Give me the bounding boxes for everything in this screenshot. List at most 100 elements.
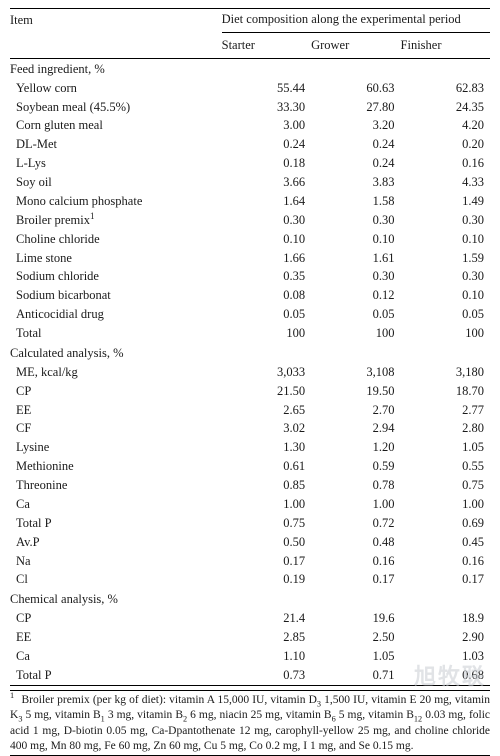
cell-value: 2.90 xyxy=(401,628,490,647)
row-label: EE xyxy=(10,628,222,647)
table-row: Total P0.730.710.68 xyxy=(10,666,490,685)
cell-value: 0.20 xyxy=(401,135,490,154)
cell-value: 0.24 xyxy=(311,154,400,173)
cell-value: 21.50 xyxy=(222,382,311,401)
cell-value: 0.61 xyxy=(222,457,311,476)
cell-value: 0.48 xyxy=(311,533,400,552)
table-row: CP21.5019.5018.70 xyxy=(10,382,490,401)
cell-value: 0.24 xyxy=(222,135,311,154)
cell-value: 27.80 xyxy=(311,98,400,117)
row-label: CF xyxy=(10,419,222,438)
row-label: L-Lys xyxy=(10,154,222,173)
row-label: EE xyxy=(10,401,222,420)
row-label: Ca xyxy=(10,647,222,666)
cell-value: 2.85 xyxy=(222,628,311,647)
row-label: Cl xyxy=(10,570,222,589)
cell-value: 3,108 xyxy=(311,363,400,382)
cell-value: 0.68 xyxy=(401,666,490,685)
head-item: Item xyxy=(10,9,222,33)
cell-value: 0.69 xyxy=(401,514,490,533)
cell-value: 0.85 xyxy=(222,476,311,495)
cell-value: 100 xyxy=(401,324,490,343)
row-label: Threonine xyxy=(10,476,222,495)
cell-value: 1.30 xyxy=(222,438,311,457)
table-row: Sodium bicarbonat0.080.120.10 xyxy=(10,286,490,305)
cell-value: 1.49 xyxy=(401,192,490,211)
cell-value: 0.30 xyxy=(311,211,400,230)
row-label: Choline chloride xyxy=(10,230,222,249)
cell-value: 18.9 xyxy=(401,609,490,628)
cell-value: 0.10 xyxy=(311,230,400,249)
table-row: Total100100100 xyxy=(10,324,490,343)
cell-value: 0.30 xyxy=(311,267,400,286)
cell-value: 0.24 xyxy=(311,135,400,154)
cell-value: 4.20 xyxy=(401,116,490,135)
cell-value: 0.19 xyxy=(222,570,311,589)
row-label: Soy oil xyxy=(10,173,222,192)
table-row: Broiler premix10.300.300.30 xyxy=(10,211,490,230)
cell-value: 0.05 xyxy=(401,305,490,324)
cell-value: 0.45 xyxy=(401,533,490,552)
cell-value: 1.03 xyxy=(401,647,490,666)
cell-value: 1.66 xyxy=(222,249,311,268)
cell-value: 1.58 xyxy=(311,192,400,211)
table-row: Methionine0.610.590.55 xyxy=(10,457,490,476)
col-grower: Grower xyxy=(311,32,400,58)
cell-value: 4.33 xyxy=(401,173,490,192)
table-row: Cl0.190.170.17 xyxy=(10,570,490,589)
cell-value: 0.35 xyxy=(222,267,311,286)
table-row: L-Lys0.180.240.16 xyxy=(10,154,490,173)
row-label: Sodium bicarbonat xyxy=(10,286,222,305)
cell-value: 2.65 xyxy=(222,401,311,420)
cell-value: 0.05 xyxy=(311,305,400,324)
table-row: CP21.419.618.9 xyxy=(10,609,490,628)
row-label: Total xyxy=(10,324,222,343)
cell-value: 0.16 xyxy=(401,552,490,571)
row-label: Ca xyxy=(10,495,222,514)
col-starter: Starter xyxy=(222,32,311,58)
head-group: Diet composition along the experimental … xyxy=(222,9,490,33)
cell-value: 2.50 xyxy=(311,628,400,647)
cell-value: 1.00 xyxy=(401,495,490,514)
cell-value: 62.83 xyxy=(401,79,490,98)
cell-value: 19.6 xyxy=(311,609,400,628)
cell-value: 0.75 xyxy=(401,476,490,495)
row-label: Corn gluten meal xyxy=(10,116,222,135)
cell-value: 0.59 xyxy=(311,457,400,476)
cell-value: 0.71 xyxy=(311,666,400,685)
row-label: Av.P xyxy=(10,533,222,552)
cell-value: 0.30 xyxy=(401,211,490,230)
table-row: Ca1.101.051.03 xyxy=(10,647,490,666)
cell-value: 0.17 xyxy=(311,570,400,589)
row-label: Anticocidial drug xyxy=(10,305,222,324)
table-row: Sodium chloride0.350.300.30 xyxy=(10,267,490,286)
row-label: Na xyxy=(10,552,222,571)
cell-value: 0.17 xyxy=(401,570,490,589)
table-row: Ca1.001.001.00 xyxy=(10,495,490,514)
cell-value: 0.72 xyxy=(311,514,400,533)
row-label: Total P xyxy=(10,666,222,685)
cell-value: 0.30 xyxy=(222,211,311,230)
cell-value: 0.08 xyxy=(222,286,311,305)
cell-value: 1.61 xyxy=(311,249,400,268)
footnote-marker: 1 xyxy=(10,691,14,700)
cell-value: 100 xyxy=(222,324,311,343)
section-title: Calculated analysis, % xyxy=(10,343,222,363)
cell-value: 33.30 xyxy=(222,98,311,117)
cell-value: 3.66 xyxy=(222,173,311,192)
row-label: ME, kcal/kg xyxy=(10,363,222,382)
cell-value: 55.44 xyxy=(222,79,311,98)
cell-value: 0.50 xyxy=(222,533,311,552)
cell-value: 0.75 xyxy=(222,514,311,533)
cell-value: 1.59 xyxy=(401,249,490,268)
table-row: Av.P0.500.480.45 xyxy=(10,533,490,552)
table-row: Threonine0.850.780.75 xyxy=(10,476,490,495)
cell-value: 0.10 xyxy=(401,230,490,249)
cell-value: 0.73 xyxy=(222,666,311,685)
cell-value: 2.94 xyxy=(311,419,400,438)
row-label: Mono calcium phosphate xyxy=(10,192,222,211)
table-row: Yellow corn55.4460.6362.83 xyxy=(10,79,490,98)
cell-value: 60.63 xyxy=(311,79,400,98)
cell-value: 0.16 xyxy=(311,552,400,571)
table-body: Feed ingredient, %Yellow corn55.4460.636… xyxy=(10,58,490,685)
